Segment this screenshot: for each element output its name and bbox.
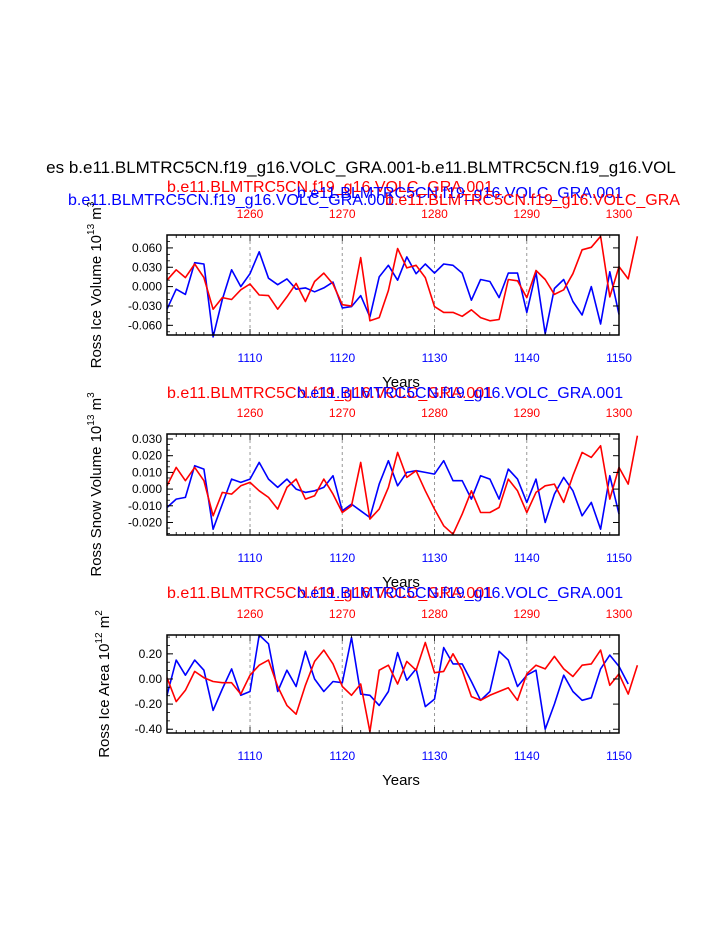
x-tick-label-bottom: 1130 (422, 749, 448, 763)
y-axis-label-unit: m (88, 207, 105, 224)
panel-title-blue: b.e11.BLMTRC5CN.f19_g16.VOLC_GRA.001 (297, 185, 623, 202)
x-tick-label-top: 1270 (329, 207, 356, 221)
series-line-red (166, 435, 639, 536)
x-tick-label-top: 1280 (421, 406, 448, 420)
y-tick-label: 0.030 (132, 432, 162, 446)
y-tick-label: -0.060 (128, 318, 162, 332)
plot-frame (166, 433, 620, 536)
x-tick-label-bottom: 1120 (329, 351, 355, 365)
y-axis-label-unit-exp: 3 (86, 201, 97, 207)
y-tick-label: 0.010 (132, 465, 162, 479)
plot-frame (166, 634, 620, 734)
x-tick-label-top: 1300 (606, 607, 633, 621)
y-axis-label-exp: 13 (86, 223, 97, 235)
series-line-red (166, 641, 639, 733)
x-tick-label-bottom: 1120 (329, 551, 355, 565)
x-tick-label-bottom: 1110 (238, 551, 263, 565)
panel-title-red-offset: b.e11.BLMTRC5CN.f19_g16.VOLC_GRA (385, 192, 680, 209)
x-tick-label-top: 1300 (606, 406, 633, 420)
y-tick-label: 0.00 (139, 672, 163, 686)
y-axis-label-unit-exp: 3 (86, 392, 97, 398)
x-tick-label-bottom: 1140 (514, 749, 540, 763)
x-tick-label-bottom: 1140 (514, 551, 540, 565)
y-tick-label: 0.20 (139, 647, 163, 661)
x-tick-label-bottom: 1110 (238, 749, 263, 763)
panel-title-blue: b.e11.BLMTRC5CN.f19_g16.VOLC_GRA.001 (297, 385, 623, 402)
y-tick-label: 0.060 (132, 241, 162, 255)
chart-panel-2: 0.030 0.020 0.010 0.000 -0.010 -0.020 1110 1120… (86, 385, 639, 591)
x-tick-label-top: 1300 (606, 207, 633, 221)
y-axis-label-unit: m (96, 616, 113, 633)
x-axis-label: Years (382, 772, 420, 789)
series-line-red (166, 235, 639, 322)
y-axis-label-exp: 12 (94, 632, 105, 644)
y-tick-label: 0.020 (132, 449, 162, 463)
panel-title-blue: b.e11.BLMTRC5CN.f19_g16.VOLC_GRA.001 (297, 585, 623, 602)
y-axis-label-exp: 13 (86, 414, 97, 426)
x-axis-label: Years (382, 374, 420, 391)
plot-frame (166, 234, 620, 336)
x-tick-label-top: 1290 (513, 406, 540, 420)
y-tick-label: -0.030 (128, 299, 162, 313)
x-tick-label-top: 1290 (513, 207, 540, 221)
x-tick-label-bottom: 1120 (329, 749, 355, 763)
y-axis-label-main: Ross Ice Area 10 (96, 644, 113, 758)
panel-title-red: b.e11.BLMTRC5CN.f19_g16.VOLC_GRA.001 (167, 179, 493, 196)
chart-panel-1: 0.060 0.030 0.000 -0.030 -0.060 1110 1120 1130 1… (68, 179, 680, 391)
panel-title-blue-offset: b.e11.BLMTRC5CN.f19_g16.VOLC_GRA.001 (68, 192, 394, 209)
series-line-blue (166, 459, 620, 531)
y-axis-label-main: Ross Ice Volume 10 (88, 235, 105, 368)
x-tick-label-bottom: 1130 (422, 551, 448, 565)
x-tick-label-bottom: 1140 (514, 351, 540, 365)
x-tick-label-top: 1260 (237, 607, 264, 621)
y-axis-label: Ross Ice Area 1012 m2 (94, 610, 113, 758)
y-tick-label: -0.020 (128, 515, 162, 529)
y-tick-label: -0.40 (135, 722, 163, 736)
panel-title-red: b.e11.BLMTRC5CN.f19_g16.VOLC_GRA.001 (167, 385, 493, 402)
y-tick-label: -0.010 (128, 499, 162, 513)
y-tick-label: 0.000 (132, 482, 162, 496)
y-tick-label: 0.030 (132, 260, 162, 274)
x-tick-label-bottom: 1150 (606, 551, 632, 565)
y-axis-label-unit-exp: 2 (94, 610, 105, 616)
x-tick-label-top: 1260 (237, 406, 264, 420)
x-tick-label-top: 1280 (421, 607, 448, 621)
chart-panel-3: 0.20 0.00 -0.20 -0.40 1110 1120 1130 1140 1150 12… (94, 585, 639, 789)
x-tick-label-bottom: 1130 (422, 351, 448, 365)
y-axis-label: Ross Ice Volume 1013 m3 (86, 201, 105, 368)
y-tick-label: 0.000 (132, 280, 162, 294)
panel-title-red: b.e11.BLMTRC5CN.f19_g16.VOLC_GRA.001 (167, 585, 493, 602)
x-tick-label-bottom: 1150 (606, 749, 632, 763)
figure-title: es b.e11.BLMTRC5CN.f19_g16.VOLC_GRA.001-… (46, 158, 676, 177)
x-tick-label-top: 1270 (329, 607, 356, 621)
panels-group: 0.060 0.030 0.000 -0.030 -0.060 1110 1120 1130 1… (68, 179, 680, 789)
x-tick-label-top: 1260 (237, 207, 264, 221)
x-tick-label-top: 1270 (329, 406, 356, 420)
x-tick-label-bottom: 1110 (238, 351, 263, 365)
y-axis-label: Ross Snow Volume 1013 m3 (86, 392, 105, 577)
y-axis-label-unit: m (88, 398, 105, 415)
x-tick-label-top: 1280 (421, 207, 448, 221)
x-axis-label: Years (382, 574, 420, 591)
y-axis-label-main: Ross Snow Volume 10 (88, 426, 105, 577)
x-tick-label-top: 1290 (513, 607, 540, 621)
series-line-blue (166, 251, 620, 338)
y-tick-label: -0.20 (135, 697, 163, 711)
series-line-blue (166, 634, 629, 731)
x-tick-label-bottom: 1150 (606, 351, 632, 365)
